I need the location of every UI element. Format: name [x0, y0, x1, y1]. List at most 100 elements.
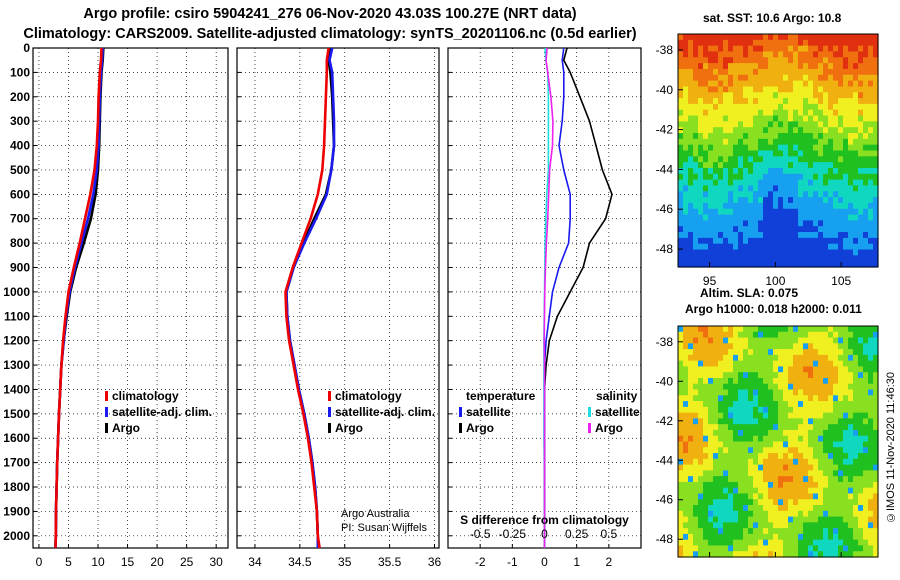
- sla-map: [678, 326, 879, 558]
- x-tick-label: 35: [338, 555, 352, 569]
- legend-swatch: [588, 423, 591, 433]
- x-top-tick-label: 0.25: [565, 527, 589, 541]
- lat-tick-label: -38: [656, 43, 674, 57]
- lat-tick-label: -46: [656, 202, 674, 216]
- series-line-argo: [54, 47, 105, 549]
- y-tick-label: 1900: [3, 504, 30, 518]
- chart-title-line2: Climatology: CARS2009. Satellite-adjuste…: [23, 26, 637, 42]
- lat-tick-label: -44: [656, 453, 674, 467]
- legend-label-salinity: Argo: [595, 421, 623, 435]
- legend-swatch: [588, 407, 591, 417]
- x-tick-label: 34.5: [288, 555, 312, 569]
- legend-swatch: [105, 423, 108, 433]
- y-tick-label: 300: [10, 114, 30, 128]
- legend-title-temperature: temperature: [466, 389, 536, 403]
- x-top-tick-label: -0.5: [470, 527, 491, 541]
- sst-map: [678, 34, 879, 268]
- map-frame: [677, 325, 879, 558]
- series-line-climatology: [54, 47, 103, 549]
- y-tick-label: 1500: [3, 407, 30, 421]
- x-top-tick-label: 0: [541, 527, 548, 541]
- lat-tick-label: -38: [656, 335, 674, 349]
- legend-label-temperature: Argo: [466, 421, 494, 435]
- chart-title-line1: Argo profile: csiro 5904241_276 06-Nov-2…: [83, 6, 577, 22]
- series-line-salinity-argo: [543, 47, 554, 548]
- y-tick-label: 1600: [3, 431, 30, 445]
- legend-swatch: [328, 407, 331, 417]
- lon-tick-label: 105: [831, 274, 851, 288]
- x-top-tick-label: 0.5: [600, 527, 617, 541]
- lat-tick-label: -48: [656, 532, 674, 546]
- lat-tick-label: -46: [656, 493, 674, 507]
- x-tick-label: -1: [507, 555, 518, 569]
- x-tick-label: 2: [605, 555, 612, 569]
- y-tick-label: 400: [10, 139, 30, 153]
- panel-frame-temperature: [32, 47, 229, 549]
- x-tick-label: 1: [573, 555, 580, 569]
- lat-tick-label: -44: [656, 162, 674, 176]
- lon-tick-label: 95: [703, 274, 717, 288]
- x-tick-label: 0: [541, 555, 548, 569]
- y-tick-label: 1800: [3, 480, 30, 494]
- legend-swatch: [328, 423, 331, 433]
- imos-timestamp: ©IMOS 11-Nov-2020 11:46:30: [885, 372, 897, 524]
- lat-tick-label: -42: [656, 414, 674, 428]
- legend-swatch: [105, 407, 108, 417]
- lat-tick-label: -42: [656, 123, 674, 137]
- lon-tick-label: 100: [765, 274, 785, 288]
- sla-map-title-line1: Altim. SLA: 0.075: [700, 286, 799, 300]
- x-tick-label: 25: [180, 555, 194, 569]
- series-line-argo: [285, 47, 336, 548]
- x-tick-label: 36: [428, 555, 442, 569]
- y-tick-label: 1300: [3, 358, 30, 372]
- series-line-climatology: [284, 47, 330, 549]
- y-tick-label: 900: [10, 261, 30, 275]
- map-frame: [677, 33, 879, 268]
- legend-swatch: [459, 423, 462, 433]
- series-line-temperature-argo: [543, 47, 613, 548]
- x-tick-label: 0: [36, 555, 43, 569]
- legend-label: climatology: [335, 389, 402, 403]
- lat-tick-label: -48: [656, 242, 674, 256]
- annotation-argo-australia: Argo Australia: [341, 508, 410, 520]
- x-axis-label-salinity-diff: S difference from climatology: [460, 513, 629, 527]
- series-line-satellite-adj-clim-: [54, 47, 104, 549]
- y-tick-label: 1400: [3, 382, 30, 396]
- legend-label: climatology: [112, 389, 179, 403]
- y-tick-label: 100: [10, 65, 30, 79]
- sst-map-title: sat. SST: 10.6 Argo: 10.8: [703, 11, 842, 25]
- y-tick-label: 1700: [3, 456, 30, 470]
- x-tick-label: 30: [210, 555, 224, 569]
- legend-title-salinity: salinity: [596, 389, 638, 403]
- legend-label: Argo: [112, 421, 140, 435]
- y-tick-label: 200: [10, 90, 30, 104]
- x-tick-label: 35.5: [378, 555, 402, 569]
- y-tick-label: 1200: [3, 334, 30, 348]
- y-tick-label: 500: [10, 163, 30, 177]
- y-tick-label: 800: [10, 236, 30, 250]
- legend-swatch: [328, 391, 331, 401]
- legend-label-salinity: satellite: [595, 405, 640, 419]
- x-tick-label: 5: [65, 555, 72, 569]
- panel-frame-salinity: [236, 47, 440, 549]
- y-tick-label: 1100: [4, 309, 30, 323]
- x-top-tick-label: -0.25: [499, 527, 527, 541]
- x-tick-label: 20: [150, 555, 164, 569]
- x-tick-label: 10: [91, 555, 105, 569]
- legend-label-temperature: satellite: [466, 405, 511, 419]
- y-tick-label: 0: [23, 41, 30, 55]
- y-tick-label: 1000: [3, 285, 30, 299]
- y-tick-label: 700: [10, 212, 30, 226]
- y-tick-label: 600: [10, 187, 30, 201]
- legend-label: satellite-adj. clim.: [112, 405, 212, 419]
- legend-swatch: [459, 407, 462, 417]
- lat-tick-label: -40: [656, 374, 674, 388]
- lat-tick-label: -40: [656, 83, 674, 97]
- x-tick-label: 34: [248, 555, 262, 569]
- series-line-satellite-adj-clim-: [285, 47, 336, 548]
- legend-swatch: [105, 391, 108, 401]
- sla-map-title-line2: Argo h1000: 0.018 h2000: 0.011: [685, 302, 862, 316]
- y-tick-label: 2000: [3, 529, 30, 543]
- annotation-pi: PI: Susan Wijffels: [341, 522, 427, 534]
